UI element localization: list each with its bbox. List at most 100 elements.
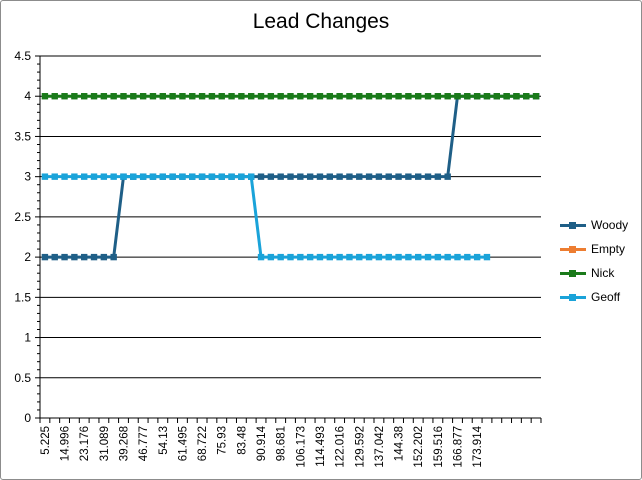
data-point-nick	[415, 93, 422, 100]
data-point-woody	[306, 173, 314, 180]
data-point-nick	[464, 93, 471, 100]
data-point-geoff	[90, 173, 98, 180]
data-point-nick	[267, 93, 275, 100]
data-point-nick	[81, 93, 88, 100]
chart-title: Lead Changes	[252, 10, 390, 33]
data-point-geoff	[356, 253, 363, 261]
data-point-nick	[316, 93, 324, 100]
data-point-woody	[316, 173, 324, 180]
data-point-geoff	[81, 173, 88, 180]
x-tick-label: 122.016	[335, 426, 347, 468]
data-point-nick	[189, 93, 196, 100]
x-tick-label: 106.173	[295, 426, 307, 468]
data-point-nick	[346, 93, 353, 100]
data-point-woody	[365, 173, 373, 180]
legend-marker	[569, 294, 576, 301]
data-point-geoff	[238, 173, 245, 180]
data-point-woody	[287, 173, 294, 180]
x-tick-label: 83.48	[236, 426, 248, 455]
data-point-nick	[454, 93, 461, 100]
data-point-nick	[375, 93, 383, 100]
data-point-woody	[110, 253, 117, 261]
data-point-geoff	[464, 253, 471, 261]
data-point-geoff	[120, 173, 127, 180]
data-point-geoff	[257, 253, 265, 261]
data-point-geoff	[277, 253, 284, 261]
data-point-nick	[257, 93, 265, 100]
data-point-nick	[277, 93, 284, 100]
data-point-geoff	[198, 173, 206, 180]
data-point-geoff	[100, 173, 108, 180]
y-tick-label: 0	[24, 411, 31, 425]
data-point-geoff	[316, 253, 324, 261]
data-point-geoff	[424, 253, 432, 261]
data-point-nick	[532, 93, 540, 100]
data-point-geoff	[189, 173, 196, 180]
data-point-woody	[356, 173, 363, 180]
data-point-nick	[198, 93, 206, 100]
data-point-nick	[61, 93, 68, 100]
data-point-nick	[306, 93, 314, 100]
data-point-geoff	[149, 173, 157, 180]
x-tick-label: 5.225	[40, 426, 52, 455]
y-tick-label: 3.5	[14, 129, 31, 143]
legend-label: Empty	[591, 242, 626, 256]
data-point-woody	[81, 253, 88, 261]
data-point-woody	[297, 173, 304, 180]
data-point-geoff	[473, 253, 481, 261]
data-point-geoff	[385, 253, 392, 261]
data-point-geoff	[365, 253, 373, 261]
data-point-geoff	[454, 253, 461, 261]
data-point-nick	[228, 93, 235, 100]
data-point-geoff	[110, 173, 117, 180]
data-point-woody	[326, 173, 333, 180]
data-point-geoff	[267, 253, 275, 261]
x-tick-label: 159.516	[433, 426, 445, 468]
data-point-nick	[100, 93, 108, 100]
data-point-nick	[473, 93, 481, 100]
data-point-nick	[483, 93, 491, 100]
data-point-nick	[218, 93, 225, 100]
x-tick-label: 114.493	[315, 426, 327, 467]
data-point-nick	[130, 93, 137, 100]
data-point-woody	[100, 253, 108, 261]
data-point-geoff	[169, 173, 176, 180]
data-point-nick	[120, 93, 127, 100]
data-point-geoff	[434, 253, 442, 261]
data-point-woody	[71, 253, 78, 261]
x-tick-label: 39.268	[119, 426, 131, 461]
data-point-woody	[405, 173, 412, 180]
x-tick-label: 61.495	[177, 426, 189, 461]
data-point-woody	[375, 173, 383, 180]
x-tick-label: 23.176	[79, 426, 91, 461]
data-point-nick	[297, 93, 304, 100]
x-tick-label: 14.996	[60, 426, 72, 461]
x-tick-label: 144.38	[394, 426, 406, 461]
data-point-geoff	[395, 253, 402, 261]
data-point-nick	[434, 93, 442, 100]
data-point-nick	[365, 93, 373, 100]
y-tick-label: 4.5	[14, 49, 31, 63]
data-point-nick	[503, 93, 510, 100]
data-point-nick	[444, 93, 451, 100]
data-point-nick	[424, 93, 432, 100]
series-line-geoff	[44, 175, 487, 259]
data-point-woody	[336, 173, 343, 180]
data-point-nick	[41, 93, 49, 100]
data-point-geoff	[444, 253, 451, 261]
x-tick-label: 46.777	[138, 426, 150, 461]
data-point-geoff	[130, 173, 137, 180]
x-tick-label: 152.202	[413, 426, 425, 468]
data-point-nick	[51, 93, 58, 100]
data-point-nick	[326, 93, 333, 100]
data-point-nick	[169, 93, 176, 100]
y-tick-label: 4	[24, 89, 31, 103]
data-point-nick	[238, 93, 245, 100]
data-point-nick	[90, 93, 98, 100]
legend-label: Geoff	[591, 290, 621, 304]
data-point-geoff	[248, 173, 255, 180]
data-point-nick	[493, 93, 500, 100]
data-point-woody	[267, 173, 275, 180]
